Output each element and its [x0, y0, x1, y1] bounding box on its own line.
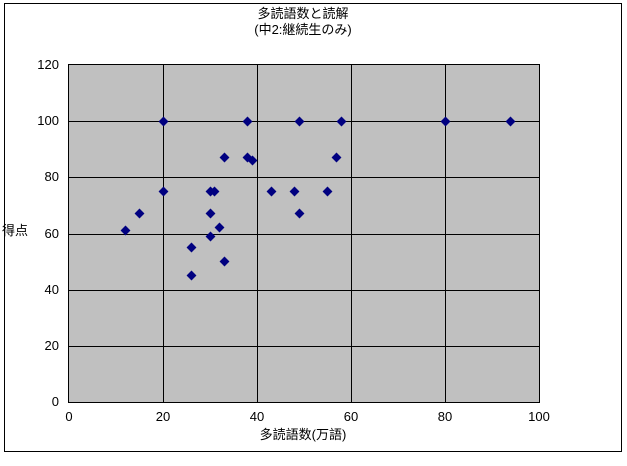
data-point	[205, 208, 215, 219]
gridline-x-60	[351, 65, 352, 402]
y-tick-label: 0	[51, 394, 59, 409]
gridline-x-40	[257, 65, 258, 402]
data-point	[134, 208, 145, 219]
data-point	[505, 116, 516, 127]
plot-area	[68, 64, 540, 403]
data-point	[158, 186, 168, 197]
y-tick-label: 60	[44, 225, 59, 241]
x-tick-label: 0	[65, 409, 73, 424]
x-tick-label: 60	[343, 409, 359, 424]
x-axis-title: 多読語数(万語)	[259, 427, 347, 442]
data-point	[158, 116, 168, 127]
x-tick-label: 100	[528, 409, 550, 424]
x-tick-label: 80	[437, 409, 453, 424]
gridline-y-40	[69, 290, 539, 291]
chart-title-line1: 多読語数と読解	[257, 6, 349, 21]
y-tick-label: 120	[37, 57, 59, 72]
data-point	[294, 116, 305, 127]
data-point	[266, 186, 277, 197]
data-point	[219, 152, 230, 163]
data-point	[289, 186, 300, 197]
gridline-x-20	[163, 65, 164, 402]
data-point	[294, 208, 305, 219]
data-point	[214, 222, 225, 233]
x-tick-label: 40	[249, 409, 265, 424]
gridline-y-20	[69, 346, 539, 347]
y-tick-label: 40	[44, 281, 59, 297]
data-point	[440, 116, 450, 127]
gridline-y-80	[69, 177, 539, 178]
data-point	[242, 116, 253, 127]
gridline-x-80	[445, 65, 446, 402]
chart-title-line2: (中2:継続生のみ)	[254, 22, 352, 37]
data-point	[331, 152, 342, 163]
y-axis-title: 得点	[2, 223, 29, 238]
y-tick-label: 100	[37, 113, 59, 129]
y-tick-label: 80	[44, 169, 59, 185]
data-point	[205, 231, 215, 242]
data-point	[186, 242, 197, 253]
chart-title: 多読語数と読解 (中2:継続生のみ)	[0, 6, 606, 38]
data-point	[336, 116, 347, 127]
x-tick-label: 20	[155, 409, 171, 424]
gridline-y-60	[69, 234, 539, 235]
data-point	[186, 270, 197, 281]
data-point	[322, 186, 333, 197]
y-tick-label: 20	[44, 337, 59, 353]
data-point	[219, 256, 230, 267]
